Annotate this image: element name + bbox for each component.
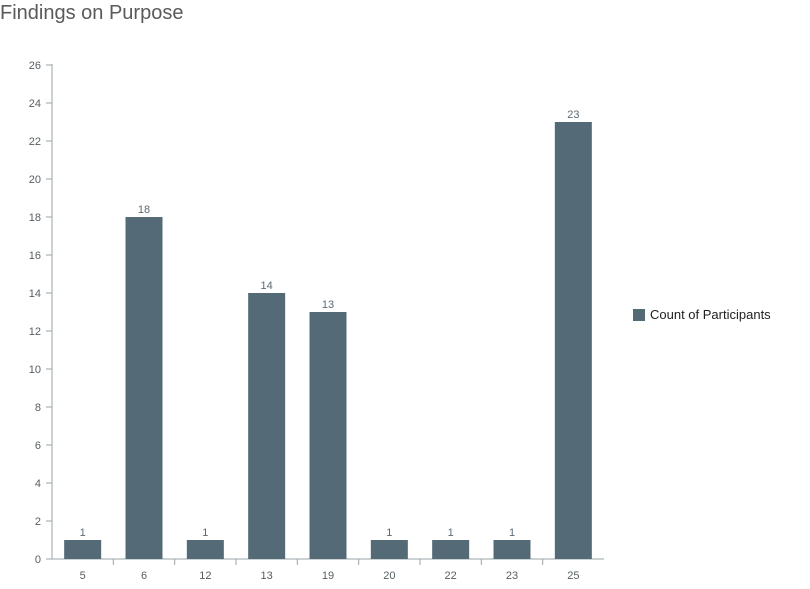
y-tick-label: 6	[35, 440, 41, 452]
y-tick-label: 4	[35, 478, 41, 490]
y-tick-label: 16	[29, 250, 41, 262]
legend-label: Count of Participants	[650, 307, 771, 322]
y-tick-label: 20	[29, 174, 41, 186]
y-tick-label: 8	[35, 402, 41, 414]
y-tick-label: 2	[35, 516, 41, 528]
data-label: 18	[138, 204, 150, 216]
y-tick-label: 10	[29, 364, 41, 376]
bar	[64, 540, 102, 559]
bar	[186, 540, 224, 559]
x-tick-label: 19	[322, 570, 334, 582]
bar	[248, 293, 286, 559]
bar	[554, 122, 592, 559]
data-labels: 1 18 1 14 13 1 1 1 23	[80, 109, 580, 539]
x-tick-label: 12	[199, 570, 211, 582]
data-label: 1	[80, 527, 86, 539]
bar	[432, 540, 470, 559]
y-tick-label: 26	[29, 60, 41, 72]
data-label: 14	[261, 280, 273, 292]
y-tick-label: 14	[29, 288, 41, 300]
x-axis: 5 6 12 13 19 20 22 23 25	[52, 558, 604, 582]
bar	[125, 217, 163, 559]
data-label: 23	[567, 109, 579, 121]
y-tick-label: 0	[35, 554, 41, 566]
y-tick-label: 12	[29, 326, 41, 338]
legend: Count of Participants	[633, 307, 771, 322]
x-tick-label: 5	[80, 570, 86, 582]
x-tick-label: 25	[567, 570, 579, 582]
y-tick-label: 24	[29, 98, 41, 110]
legend-swatch	[633, 308, 645, 321]
chart-title: Findings on Purpose	[0, 2, 184, 24]
bar-series	[64, 122, 592, 559]
data-label: 1	[448, 527, 454, 539]
data-label: 1	[386, 527, 392, 539]
x-tick-label: 13	[261, 570, 273, 582]
bar	[493, 540, 531, 559]
bar	[370, 540, 408, 559]
y-tick-label: 22	[29, 136, 41, 148]
x-tick-label: 20	[383, 570, 395, 582]
x-tick-label: 22	[445, 570, 457, 582]
data-label: 1	[509, 527, 515, 539]
data-label: 1	[202, 527, 208, 539]
data-label: 13	[322, 299, 334, 311]
x-tick-label: 6	[141, 570, 147, 582]
y-tick-label: 18	[29, 212, 41, 224]
x-tick-label: 23	[506, 570, 518, 582]
bar	[309, 312, 347, 559]
